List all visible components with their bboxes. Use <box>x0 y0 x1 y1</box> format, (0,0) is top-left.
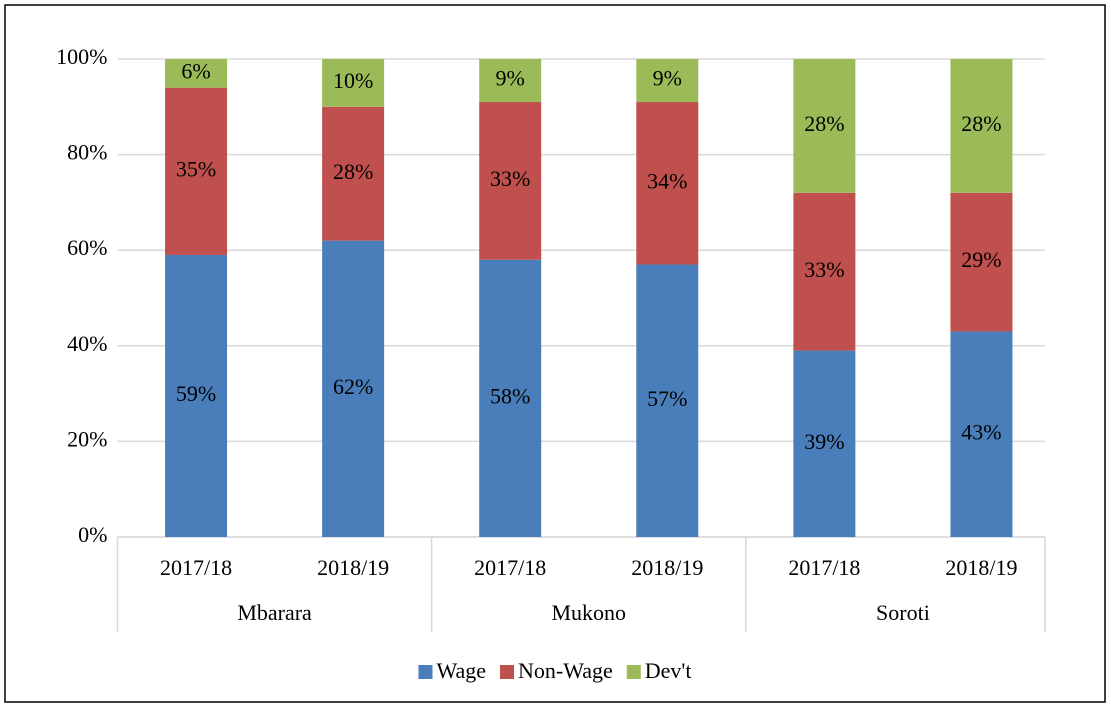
data-label: 35% <box>176 156 216 181</box>
y-tick-label: 80% <box>67 140 107 165</box>
legend-swatch <box>500 665 515 679</box>
bar-segment <box>793 192 856 351</box>
y-tick-label: 100% <box>56 44 107 69</box>
bar-segment <box>950 331 1013 537</box>
legend-label: Dev't <box>645 658 692 683</box>
legend-label: Wage <box>436 658 486 683</box>
bar-segment <box>479 102 542 260</box>
bar-segment <box>165 59 228 88</box>
data-label: 39% <box>804 429 844 454</box>
group-label: Soroti <box>876 600 930 625</box>
data-label: 9% <box>653 66 682 91</box>
bar-segment <box>165 87 228 255</box>
data-label: 6% <box>181 58 210 83</box>
y-tick-label: 60% <box>67 235 107 260</box>
bar-segment <box>950 59 1013 193</box>
data-label: 43% <box>961 419 1001 444</box>
data-label: 33% <box>804 257 844 282</box>
legend-swatch <box>626 665 641 679</box>
group-label: Mbarara <box>237 600 312 625</box>
y-tick-label: 0% <box>78 522 107 547</box>
bar-segment <box>322 59 385 107</box>
data-label: 62% <box>333 374 373 399</box>
data-label: 10% <box>333 68 373 93</box>
x-tick-label: 2018/19 <box>945 555 1017 580</box>
bar-segment <box>322 240 385 537</box>
data-label: 59% <box>176 381 216 406</box>
bar-segment <box>636 102 699 265</box>
x-tick-label: 2018/19 <box>631 555 703 580</box>
group-label: Mukono <box>551 600 626 625</box>
bar-segment <box>636 264 699 537</box>
y-tick-label: 40% <box>67 331 107 356</box>
data-label: 34% <box>647 168 687 193</box>
data-label: 28% <box>804 111 844 136</box>
bar-segment <box>479 259 542 537</box>
bar-segment <box>636 59 699 103</box>
y-tick-label: 20% <box>67 426 107 451</box>
bar-segment <box>950 192 1013 332</box>
data-label: 28% <box>333 159 373 184</box>
data-label: 57% <box>647 386 687 411</box>
legend-label: Non-Wage <box>518 658 613 683</box>
data-label: 58% <box>490 383 530 408</box>
bar-segment <box>165 254 228 538</box>
data-label: 29% <box>961 247 1001 272</box>
x-tick-label: 2017/18 <box>788 555 860 580</box>
data-label: 9% <box>496 66 525 91</box>
bar-segment <box>479 59 542 103</box>
x-tick-label: 2017/18 <box>160 555 232 580</box>
data-label: 33% <box>490 166 530 191</box>
legend-swatch <box>418 665 433 679</box>
bar-segment <box>793 350 856 537</box>
bar-segment <box>322 106 385 241</box>
x-tick-label: 2018/19 <box>317 555 389 580</box>
data-label: 28% <box>961 111 1001 136</box>
x-tick-label: 2017/18 <box>474 555 546 580</box>
bar-segment <box>793 59 856 193</box>
